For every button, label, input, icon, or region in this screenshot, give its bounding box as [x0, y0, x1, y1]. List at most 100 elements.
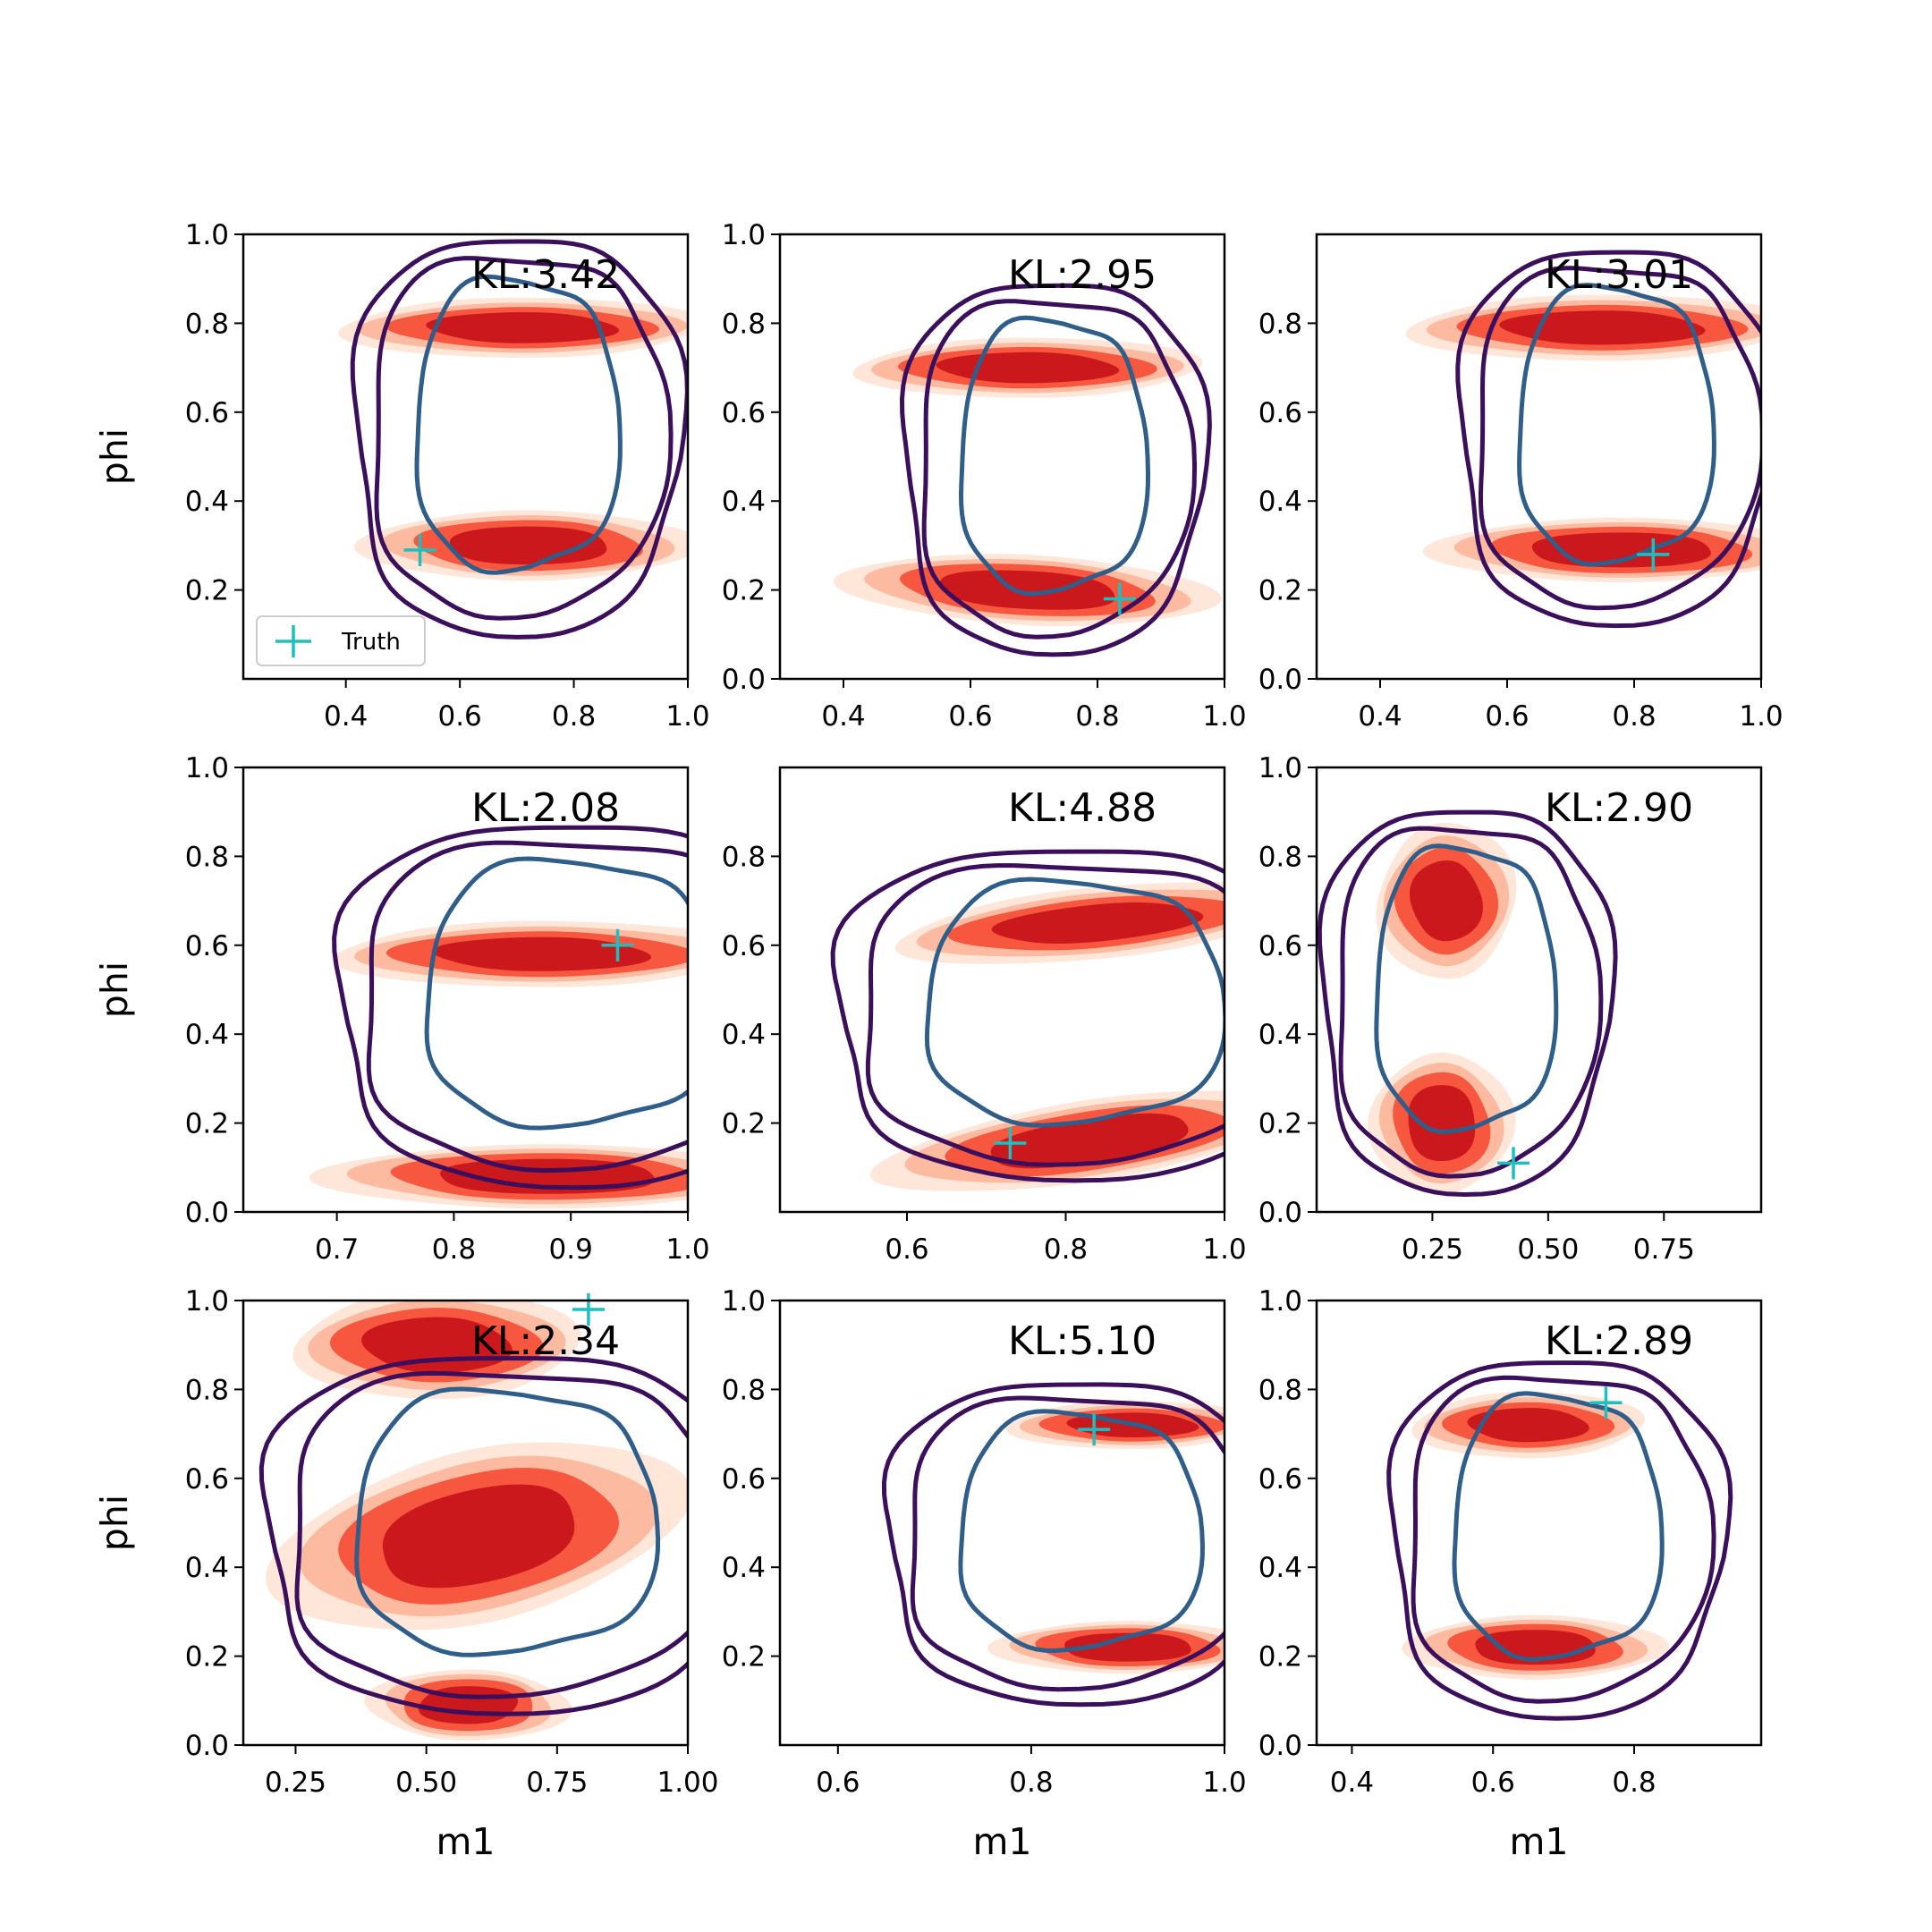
y-tick-label: 0.0 — [1258, 1730, 1302, 1762]
y-tick-label: 0.8 — [722, 841, 766, 873]
plot-area — [1386, 1360, 1733, 1721]
y-tick-label: 0.8 — [1258, 1374, 1302, 1406]
panel-1: 0.4 0.6 0.8 1.0 0.2 0.4 0.6 0.8 1.0 KL:3.42 phi Tru… — [93, 219, 710, 733]
x-tick-label: 0.6 — [437, 700, 481, 733]
legend-truth-marker — [275, 625, 311, 657]
reference-contour-outer-2 — [1479, 266, 1761, 611]
y-tick-label: 0.0 — [1258, 664, 1302, 696]
x-axis-label: m1 — [436, 1820, 495, 1863]
y-tick-label: 0.0 — [1258, 1197, 1302, 1229]
panel-9: 0.4 0.6 0.8 0.0 0.2 0.4 0.6 0.8 1.0 KL:2.89 m1 — [1258, 1285, 1763, 1863]
reference-contour-inner — [414, 274, 623, 575]
x-tick-label: 0.7 — [315, 1233, 359, 1266]
legend-box — [256, 615, 426, 666]
kl-annotation: KL:2.34 — [471, 1318, 620, 1364]
x-tick-label: 0.6 — [885, 1233, 928, 1266]
x-tick-label: 1.0 — [665, 1233, 709, 1266]
truth-marker — [994, 1126, 1027, 1159]
x-tick-label: 0.4 — [1358, 700, 1402, 733]
axes-frame — [778, 233, 1226, 681]
x-tick-label: 0.6 — [948, 700, 992, 733]
y-tick-label: 0.6 — [1258, 397, 1302, 429]
reference-contour-outer-2 — [366, 840, 688, 1174]
panel-7: 0.25 0.50 0.75 1.00 0.0 0.2 0.4 0.6 0.8 1.0 KL:2.3… — [93, 1285, 719, 1863]
y-tick-label: 0.2 — [185, 1641, 229, 1674]
x-tick-label: 0.6 — [1471, 1767, 1515, 1799]
plot-area — [309, 825, 688, 1209]
y-tick-label: 0.0 — [185, 1730, 229, 1762]
y-tick-label: 0.2 — [722, 1108, 766, 1140]
panel-8: 0.6 0.8 1.0 0.2 0.4 0.6 0.8 1.0 KL:5.10 m1 — [722, 1285, 1247, 1863]
x-tick-label: 0.8 — [1612, 1767, 1656, 1799]
y-tick-label: 1.0 — [1258, 752, 1302, 784]
density-level-4 — [382, 1484, 575, 1589]
x-tick-label: 1.0 — [1202, 700, 1246, 733]
axes-frame — [778, 766, 1226, 1214]
y-tick-label: 0.4 — [1258, 1019, 1302, 1051]
y-tick-label: 0.6 — [722, 930, 766, 962]
y-tick-label: 0.2 — [722, 575, 766, 607]
y-tick-label: 0.2 — [1258, 575, 1302, 607]
kl-annotation: KL:2.08 — [471, 785, 620, 831]
y-tick-label: 0.4 — [185, 486, 229, 518]
x-tick-label: 0.75 — [526, 1767, 588, 1799]
density-level-4 — [991, 902, 1204, 944]
x-tick-label: 0.8 — [1009, 1767, 1053, 1799]
reference-contour-inner — [924, 877, 1224, 1128]
legend-truth-label: Truth — [341, 629, 401, 656]
truth-marker — [1497, 1147, 1530, 1180]
x-tick-label: 0.4 — [1330, 1767, 1374, 1799]
density-level-4 — [1409, 860, 1483, 942]
density-level-4 — [1499, 310, 1706, 345]
y-tick-label: 1.0 — [185, 219, 229, 251]
y-tick-label: 0.8 — [1258, 308, 1302, 340]
kl-annotation: KL:2.89 — [1545, 1318, 1693, 1364]
reference-contour-outer-2 — [294, 1370, 688, 1699]
y-tick-label: 0.2 — [185, 575, 229, 607]
kl-annotation: KL:4.88 — [1008, 785, 1157, 831]
y-tick-label: 0.8 — [1258, 841, 1302, 873]
density-level-4 — [1408, 1085, 1476, 1162]
x-tick-label: 0.4 — [821, 700, 865, 733]
x-axis-label: m1 — [972, 1820, 1031, 1863]
truth-marker — [403, 533, 436, 566]
y-tick-label: 0.2 — [722, 1641, 766, 1674]
y-tick-label: 1.0 — [722, 219, 766, 251]
truth-marker — [1637, 538, 1670, 571]
x-tick-label: 0.8 — [1612, 700, 1656, 733]
reference-contour-outer-2 — [910, 1395, 1224, 1692]
y-tick-label: 0.8 — [185, 841, 229, 873]
x-tick-label: 0.6 — [1485, 700, 1529, 733]
reference-contour-outer-2 — [1411, 1375, 1716, 1704]
y-tick-label: 0.8 — [722, 1374, 766, 1406]
x-tick-label: 0.8 — [432, 1233, 476, 1266]
density-level-4 — [1467, 1408, 1589, 1443]
y-axis-label: phi — [93, 428, 136, 485]
y-tick-label: 1.0 — [185, 1285, 229, 1318]
x-tick-label: 0.8 — [552, 700, 596, 733]
y-tick-label: 0.4 — [722, 1019, 766, 1051]
y-tick-label: 0.2 — [1258, 1108, 1302, 1140]
density-level-4 — [1064, 1632, 1191, 1662]
density-level-4 — [431, 936, 652, 971]
y-tick-label: 0.4 — [185, 1552, 229, 1584]
y-tick-label: 1.0 — [722, 1285, 766, 1318]
reference-contour-outer-1 — [1386, 1360, 1733, 1721]
axes-frame — [1315, 766, 1763, 1214]
y-tick-label: 0.6 — [722, 397, 766, 429]
plot-area — [1405, 250, 1761, 629]
y-tick-label: 0.6 — [185, 1463, 229, 1496]
x-tick-label: 0.4 — [324, 700, 368, 733]
truth-marker — [1078, 1413, 1111, 1446]
x-tick-label: 1.00 — [657, 1767, 718, 1799]
axes-frame — [242, 766, 690, 1214]
x-tick-label: 1.0 — [1202, 1767, 1246, 1799]
density-level-4 — [940, 570, 1115, 610]
y-axis-label: phi — [93, 1495, 136, 1551]
y-tick-label: 1.0 — [185, 752, 229, 784]
reference-contour-outer-1 — [830, 849, 1224, 1183]
x-tick-label: 0.8 — [1075, 700, 1119, 733]
y-tick-label: 0.6 — [185, 397, 229, 429]
panel-5: 0.6 0.8 1.0 0.2 0.4 0.6 0.8 KL:4.88 — [722, 766, 1247, 1266]
truth-marker — [572, 1292, 605, 1326]
